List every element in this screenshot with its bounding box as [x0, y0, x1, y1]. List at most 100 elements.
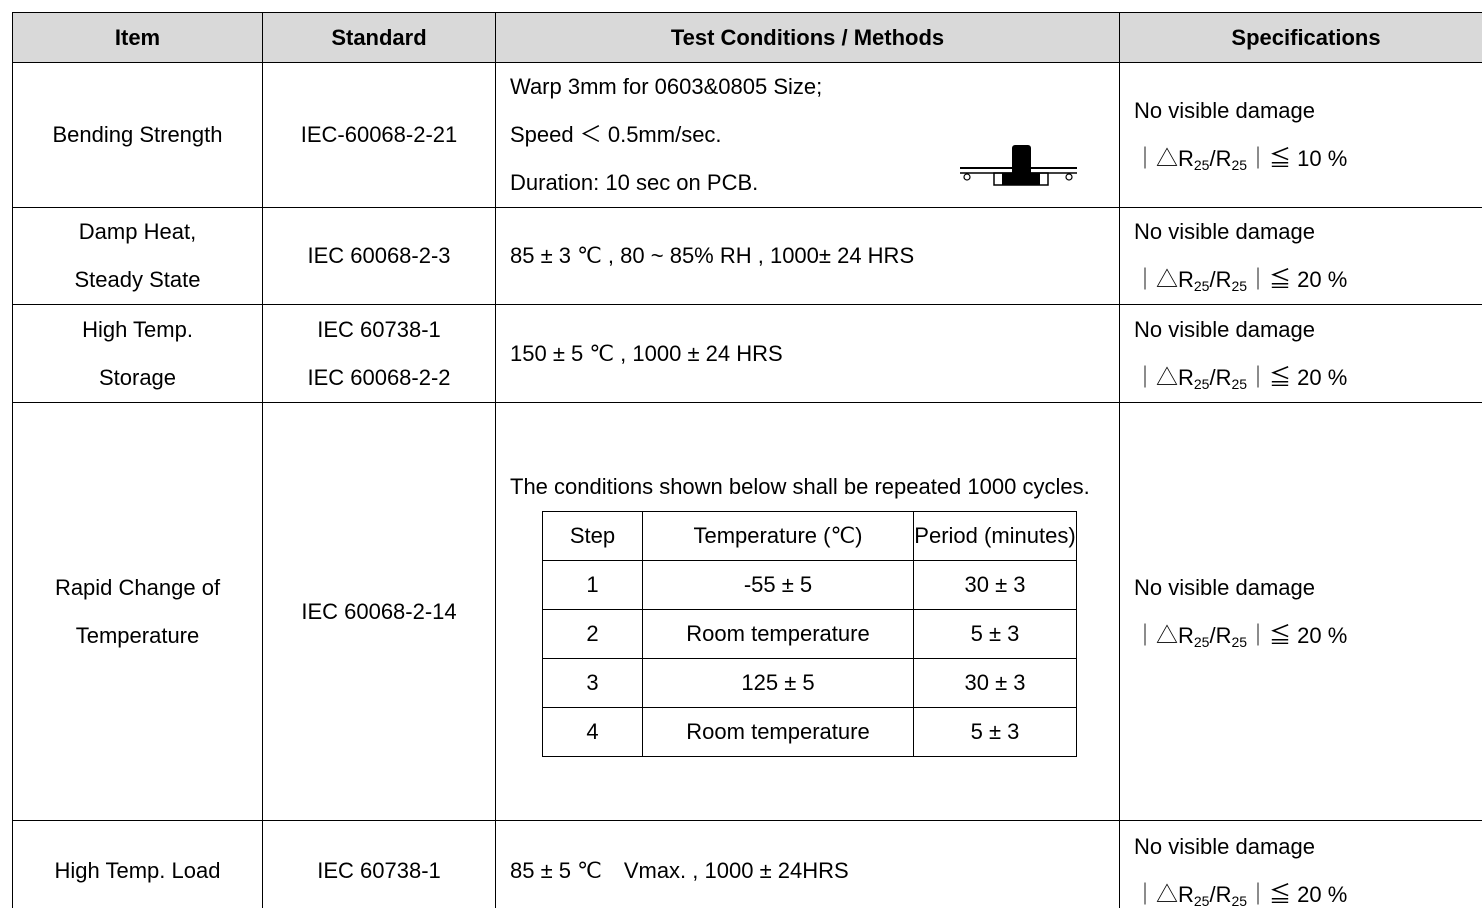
item-cell: Rapid Change of Temperature: [12, 402, 263, 821]
item-cell: High Temp. Storage: [12, 304, 263, 403]
item-cell: High Temp. Load: [12, 820, 263, 908]
delta-sub: 25: [1231, 633, 1248, 650]
item-cell: Bending Strength: [12, 62, 263, 208]
delta-mid: /R: [1209, 146, 1232, 171]
delta-pre: ｜△R: [1134, 146, 1194, 171]
delta-post: ｜≦ 20 %: [1247, 622, 1348, 648]
item-line: Temperature: [75, 622, 200, 648]
delta-post: ｜≦ 10 %: [1247, 146, 1348, 171]
spec-text: No visible damage: [1134, 98, 1315, 123]
delta-mid: /R: [1209, 622, 1232, 648]
standard-cell: IEC 60738-1 IEC 60068-2-2: [262, 304, 496, 403]
header-cell: Standard: [262, 12, 496, 63]
spec-cell: No visible damage ｜△R25/R25｜≦ 10 %: [1119, 62, 1482, 208]
delta-pre: ｜△R: [1134, 267, 1194, 292]
delta-sub: 25: [1193, 892, 1210, 908]
spec-delta: ｜△R25/R25｜≦ 20 %: [1134, 871, 1478, 908]
steps-cell: Room temperature: [642, 706, 914, 757]
steps-row: 2 Room temperature 5 ± 3: [542, 608, 1077, 659]
delta-pre: ｜△R: [1134, 364, 1194, 390]
spec-text: No visible damage: [1134, 833, 1315, 859]
delta-sub: 25: [1231, 375, 1248, 392]
delta-sub: 25: [1231, 157, 1248, 173]
delta-post: ｜≦ 20 %: [1247, 364, 1348, 390]
standard-line: IEC 60068-2-2: [307, 364, 451, 390]
steps-cell: 2: [542, 608, 643, 659]
table-row: Damp Heat, Steady State IEC 60068-2-3 85 ± …: [12, 207, 1482, 305]
steps-cell: -55 ± 5: [642, 559, 914, 610]
standard-cell: IEC-60068-2-21: [262, 62, 496, 208]
steps-header-cell: Step: [542, 510, 643, 561]
item-line: Storage: [98, 364, 177, 390]
spec-delta: ｜△R25/R25｜≦ 20 %: [1134, 354, 1478, 402]
conditions-line: Speed ＜ 0.5mm/sec.: [510, 122, 722, 147]
steps-cell: 30 ± 3: [913, 559, 1077, 610]
conditions-cell: 85 ± 5 ℃ Vmax. , 1000 ± 24HRS: [495, 820, 1120, 908]
spec-text: No visible damage: [1134, 574, 1315, 600]
steps-row: 4 Room temperature 5 ± 3: [542, 706, 1077, 757]
delta-post: ｜≦ 20 %: [1247, 267, 1348, 292]
delta-sub: 25: [1231, 892, 1248, 908]
item-line: High Temp.: [82, 316, 193, 342]
steps-table: Step Temperature (℃) Period (minutes) 1 -55 …: [542, 510, 1077, 757]
table-row: Bending Strength IEC-60068-2-21 Warp 3mm f…: [12, 62, 1482, 208]
conditions-line: The conditions shown below shall be repe…: [510, 473, 1090, 499]
standard-line: IEC 60068-2-14: [301, 598, 457, 624]
header-cell: Item: [12, 12, 263, 63]
steps-cell: 4: [542, 706, 643, 757]
item-line: Damp Heat,: [78, 219, 197, 244]
delta-pre: ｜△R: [1134, 622, 1194, 648]
table-body: Bending Strength IEC-60068-2-21 Warp 3mm f…: [12, 62, 1482, 908]
delta-sub: 25: [1193, 633, 1210, 650]
steps-cell: Room temperature: [642, 608, 914, 659]
conditions-line: 85 ± 5 ℃ Vmax. , 1000 ± 24HRS: [510, 857, 849, 883]
item-line: High Temp. Load: [54, 857, 221, 883]
conditions-line: Duration: 10 sec on PCB.: [510, 170, 759, 195]
steps-header-cell: Period (minutes): [913, 510, 1077, 561]
delta-mid: /R: [1209, 364, 1232, 390]
standard-line: IEC 60738-1: [317, 857, 441, 883]
conditions-line: 85 ± 3 ℃ , 80 ~ 85% RH , 1000± 24 HRS: [510, 243, 915, 268]
steps-cell: 125 ± 5: [642, 657, 914, 708]
delta-sub: 25: [1193, 375, 1210, 392]
table-row: Rapid Change of Temperature IEC 60068-2-14…: [12, 402, 1482, 821]
delta-post: ｜≦ 20 %: [1247, 881, 1348, 907]
spec-cell: No visible damage ｜△R25/R25｜≦ 20 %: [1119, 207, 1482, 305]
standard-cell: IEC 60738-1: [262, 820, 496, 908]
steps-header-row: Step Temperature (℃) Period (minutes): [542, 510, 1077, 561]
delta-sub: 25: [1231, 278, 1248, 294]
steps-row: 3 125 ± 5 30 ± 3: [542, 657, 1077, 708]
header-cell: Test Conditions / Methods: [495, 12, 1120, 63]
header-row: Item Standard Test Conditions / Methods Spe…: [12, 12, 1482, 63]
conditions-line: Warp 3mm for 0603&0805 Size;: [510, 74, 823, 99]
spec-cell: No visible damage ｜△R25/R25｜≦ 20 %: [1119, 820, 1482, 908]
delta-mid: /R: [1209, 267, 1232, 292]
item-line: Steady State: [74, 267, 201, 292]
item-line: Bending Strength: [52, 122, 223, 147]
steps-cell: 5 ± 3: [913, 706, 1077, 757]
conditions-cell: The conditions shown below shall be repe…: [495, 402, 1120, 821]
steps-cell: 1: [542, 559, 643, 610]
standard-line: IEC-60068-2-21: [300, 122, 458, 147]
standard-cell: IEC 60068-2-14: [262, 402, 496, 821]
spec-text: No visible damage: [1134, 316, 1315, 342]
standard-cell: IEC 60068-2-3: [262, 207, 496, 305]
spec-delta: ｜△R25/R25｜≦ 20 %: [1134, 612, 1478, 660]
item-line: Rapid Change of: [54, 574, 221, 600]
conditions-cell: 150 ± 5 ℃ , 1000 ± 24 HRS: [495, 304, 1120, 403]
conditions-line: 150 ± 5 ℃ , 1000 ± 24 HRS: [510, 340, 783, 366]
delta-sub: 25: [1193, 278, 1210, 294]
standard-line: IEC 60068-2-3: [307, 243, 451, 268]
steps-row: 1 -55 ± 5 30 ± 3: [542, 559, 1077, 610]
header-cell: Specifications: [1119, 12, 1482, 63]
spec-delta: ｜△R25/R25｜≦ 10 %: [1134, 135, 1478, 183]
table-row: High Temp. Load IEC 60738-1 85 ± 5 ℃ Vmax.…: [12, 820, 1482, 908]
steps-header-cell: Temperature (℃): [642, 510, 914, 561]
spec-table: Item Standard Test Conditions / Methods Spe…: [12, 12, 1482, 908]
conditions-cell: 85 ± 3 ℃ , 80 ~ 85% RH , 1000± 24 HRS: [495, 207, 1120, 305]
delta-pre: ｜△R: [1134, 881, 1194, 907]
spec-cell: No visible damage ｜△R25/R25｜≦ 20 %: [1119, 402, 1482, 821]
standard-line: IEC 60738-1: [317, 316, 441, 342]
delta-sub: 25: [1193, 157, 1210, 173]
